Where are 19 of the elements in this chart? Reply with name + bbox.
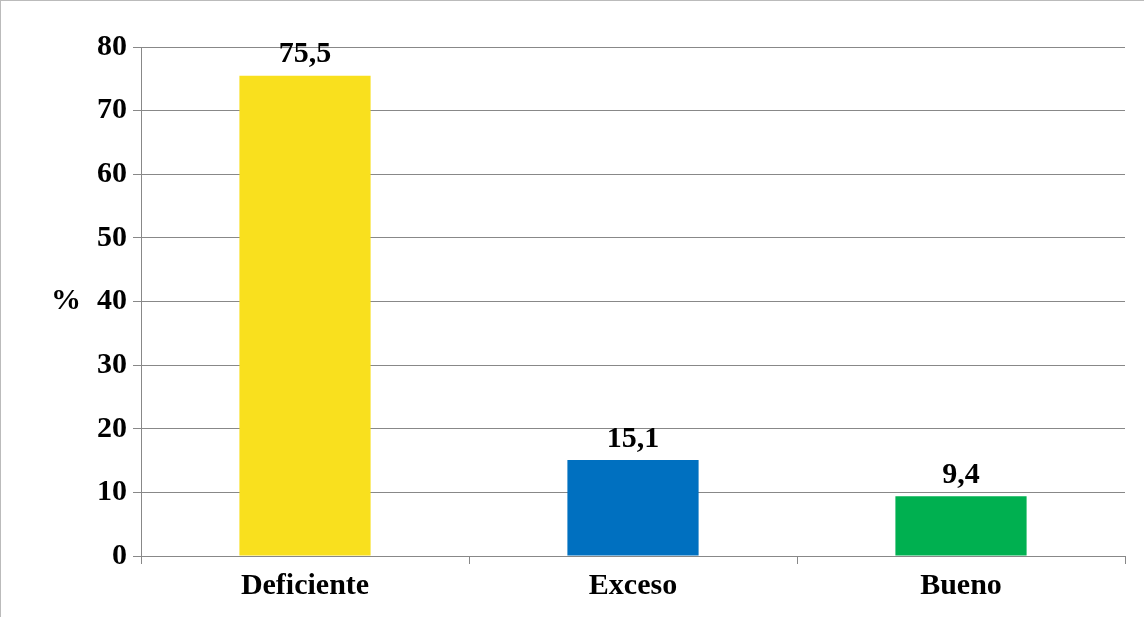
bar	[895, 496, 1027, 556]
x-tick-label: Bueno	[920, 566, 1002, 600]
y-tick-label: 10	[97, 473, 127, 507]
y-tick-label: 50	[97, 218, 127, 252]
y-tick-label: 20	[97, 409, 127, 443]
x-tick-label: Exceso	[588, 566, 678, 600]
y-axis-title: %	[51, 282, 81, 316]
data-label: 9,4	[942, 455, 980, 489]
x-tick-label: Deficiente	[240, 566, 370, 600]
data-label: 75,5	[278, 35, 332, 69]
y-tick-label: 30	[97, 345, 127, 379]
data-label: 15,1	[606, 419, 660, 453]
y-tick-label: 80	[97, 27, 127, 61]
bar	[239, 75, 371, 556]
y-tick-label: 70	[97, 91, 127, 125]
y-tick-label: 40	[97, 282, 127, 316]
y-tick-label: 0	[112, 536, 127, 570]
bar	[567, 459, 699, 556]
y-tick-label: 60	[97, 155, 127, 188]
